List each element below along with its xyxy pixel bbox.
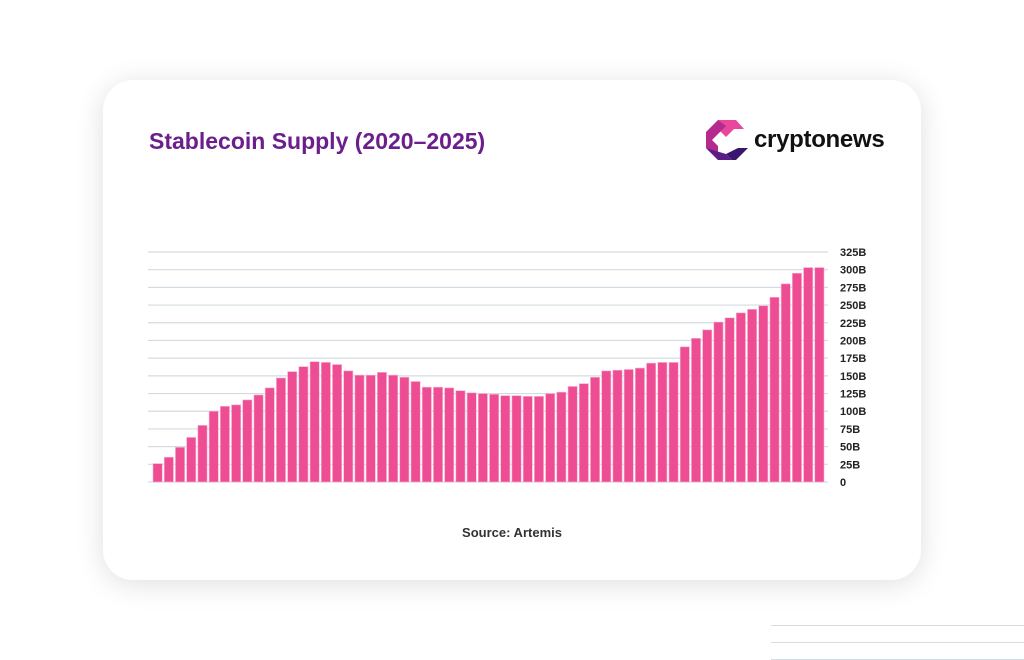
y-tick-label: 50B [840,442,860,454]
source-note: Source: Artemis [462,525,562,540]
decor-line [771,625,1024,626]
bar [567,386,578,483]
bar [444,387,455,483]
y-tick-label: 300B [840,265,866,277]
bar [780,283,791,483]
y-tick-label: 200B [840,335,866,347]
y-tick-label: 175B [840,353,866,365]
bar [320,362,331,483]
bar [735,312,746,483]
bar [388,374,399,483]
y-tick-label: 125B [840,389,866,401]
bar [433,386,443,483]
bar [578,383,589,483]
y-tick-label: 225B [840,318,866,330]
bar [287,371,298,483]
bar [399,376,410,483]
bar [623,369,634,483]
y-tick-label: 275B [840,282,866,294]
decor-line [771,642,1024,643]
bar [466,392,477,483]
bar [702,329,713,483]
bar [792,272,802,483]
bar-chart: 0 25B 50B 75B 100B 125B 150B 175B 200B 225B 250B 27… [148,247,866,489]
bar [163,456,174,483]
bar [421,386,432,483]
bar [477,393,488,483]
bar [276,377,286,483]
y-tick-label: 100B [840,406,866,418]
bar [332,364,342,483]
bar [769,296,780,483]
chart-title: Stablecoin Supply (2020–2025) [149,128,486,154]
bar [758,305,769,483]
bar [590,376,600,483]
bar [410,381,421,483]
y-tick-label: 25B [840,459,860,471]
y-tick-label: 325B [840,247,866,259]
y-tick-label: 150B [840,371,866,383]
cryptonews-logo-icon [706,120,748,160]
bar [175,447,185,483]
bar [500,395,511,483]
bar [522,396,533,483]
y-tick-label: 250B [840,300,866,312]
bar [377,372,387,483]
cryptonews-logo: cryptonews [706,120,885,160]
bar [814,267,825,483]
bar [186,437,197,483]
bar [197,425,208,483]
bar [309,361,320,483]
bar [668,362,679,483]
bar [264,387,275,483]
y-tick-label: 75B [840,424,860,436]
bar [208,410,219,483]
bar [747,309,758,483]
bar [489,393,500,483]
bar [556,391,567,483]
bar [242,399,253,483]
bar [298,366,309,483]
bar [601,370,612,483]
bar [646,362,657,483]
bar [534,396,544,483]
bar [343,370,354,483]
bar [691,338,701,483]
bar [803,267,814,483]
bar [679,346,690,483]
bar [231,404,242,483]
bar [657,362,668,483]
bar [354,374,365,483]
brand-name: cryptonews [754,126,885,153]
chart-card: Stablecoin Supply (2020–2025) cryptonews… [103,80,921,580]
bar [152,463,163,483]
bar [545,393,556,483]
y-tick-label: 0 [840,477,846,489]
bar [612,369,623,483]
bar [455,390,466,483]
bar [713,321,724,483]
bar [253,394,264,483]
bar [220,405,230,483]
bar [365,374,376,483]
bar [511,395,522,483]
bar [724,317,735,483]
bar [635,367,645,483]
